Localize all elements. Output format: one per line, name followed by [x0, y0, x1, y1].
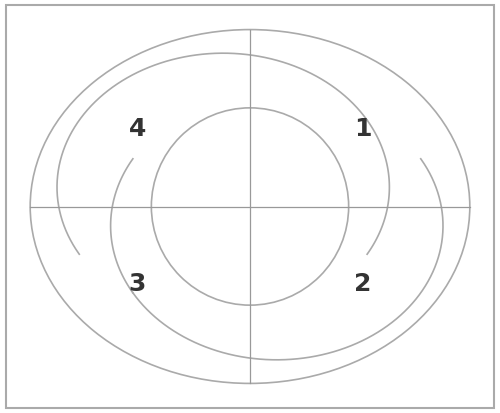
Text: 3: 3 [128, 272, 146, 296]
Text: 2: 2 [354, 272, 372, 296]
Text: 1: 1 [354, 117, 372, 141]
Text: 4: 4 [128, 117, 146, 141]
